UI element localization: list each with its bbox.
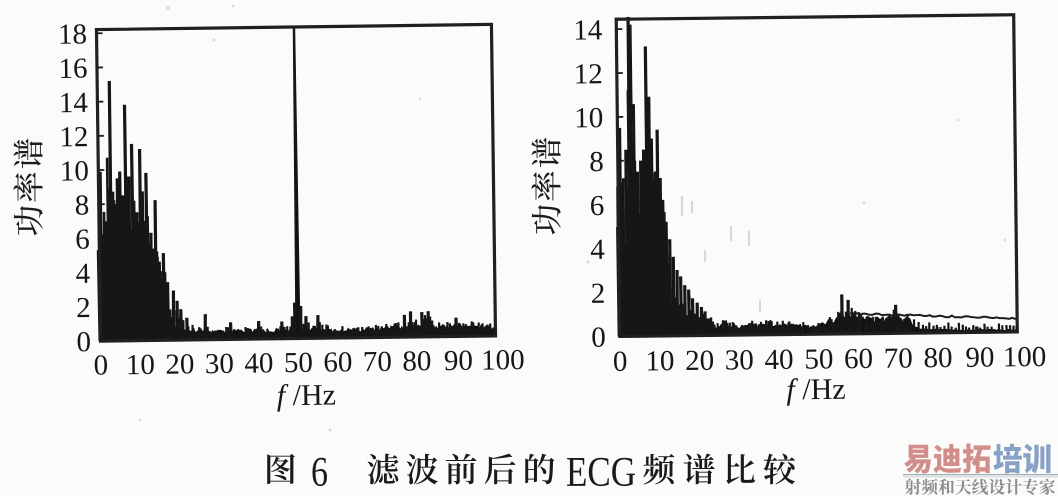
svg-text:90: 90 [444,345,473,377]
svg-text:70: 70 [363,346,392,378]
svg-text:60: 60 [844,343,873,375]
svg-text:20: 20 [165,348,194,380]
svg-text:100: 100 [481,344,525,377]
svg-text:8: 8 [589,146,604,178]
svg-text:80: 80 [923,342,952,374]
svg-text:80: 80 [402,345,431,377]
svg-text:12: 12 [59,121,88,153]
svg-text:16: 16 [58,53,87,85]
svg-text:6: 6 [590,190,605,222]
svg-text:10: 10 [574,102,603,134]
svg-text:50: 50 [804,343,833,375]
svg-text:6: 6 [75,224,90,256]
svg-text:2: 2 [591,278,606,310]
svg-text:4: 4 [590,234,605,266]
svg-text:0: 0 [76,326,91,358]
svg-text:0: 0 [591,322,606,354]
svg-text:18: 18 [58,18,87,50]
svg-text:6: 6 [311,450,328,496]
svg-text:30: 30 [725,344,754,376]
svg-text:0: 0 [93,349,108,381]
svg-text:2: 2 [76,292,91,324]
svg-text:50: 50 [284,347,313,379]
svg-text:f /Hz: f /Hz [277,378,337,412]
svg-text:10: 10 [60,155,89,187]
svg-text:8: 8 [75,189,90,221]
svg-text:70: 70 [884,342,913,374]
svg-text:10: 10 [645,345,674,377]
svg-text:40: 40 [244,347,273,379]
svg-text:14: 14 [59,87,89,119]
svg-text:10: 10 [126,349,155,381]
svg-text:0: 0 [613,346,628,378]
svg-text:90: 90 [965,341,994,373]
svg-text:40: 40 [764,344,793,376]
svg-text:30: 30 [205,348,234,380]
svg-text:20: 20 [685,345,714,377]
svg-text:ECG: ECG [566,450,636,496]
svg-text:60: 60 [323,346,352,378]
svg-text:f /Hz: f /Hz [786,373,846,407]
svg-text:12: 12 [574,58,603,90]
svg-text:100: 100 [1003,341,1047,373]
svg-text:4: 4 [75,258,90,290]
svg-text:14: 14 [573,14,603,46]
